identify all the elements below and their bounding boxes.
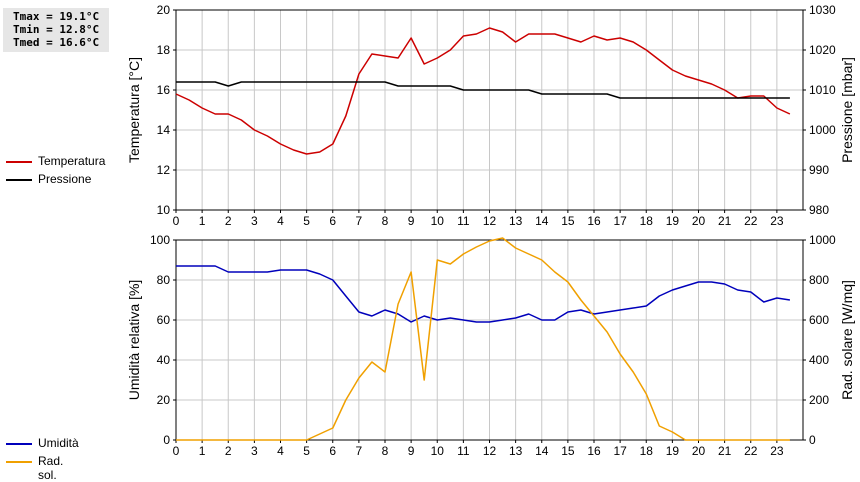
x-tick-label: 14: [535, 214, 549, 228]
series-line-pressione: [176, 81, 790, 99]
tmax-stat: Tmax = 19.1°C: [13, 10, 100, 23]
y-tick-label: 20: [157, 3, 171, 17]
legend-swatch-temperatura: [6, 161, 32, 163]
y-tick-label: 60: [157, 313, 171, 327]
x-tick-label: 10: [431, 214, 445, 228]
x-tick-label: 23: [770, 444, 784, 458]
legend-label-umidita: Umidità: [38, 436, 79, 450]
x-tick-label: 20: [692, 444, 706, 458]
y2-tick-label: 1010: [809, 83, 836, 97]
x-tick-label: 17: [613, 444, 627, 458]
x-tick-label: 14: [535, 444, 549, 458]
legend-swatch-rad-sol: [6, 461, 32, 463]
x-tick-label: 0: [173, 214, 180, 228]
y-axis-label: Temperatura [°C]: [126, 57, 142, 163]
y2-tick-label: 1000: [809, 233, 836, 247]
x-tick-label: 17: [613, 214, 627, 228]
x-tick-label: 20: [692, 214, 706, 228]
chart-panel-1: 0 1 2 3 4 5 6 7 8 9 10 11 12 13 14 15 16 17 18 19 20 21 22 2310…: [126, 3, 855, 228]
x-tick-label: 22: [744, 214, 758, 228]
y-tick-label: 40: [157, 353, 171, 367]
x-tick-label: 4: [277, 444, 284, 458]
x-tick-label: 8: [382, 444, 389, 458]
series-line-umidit-: [176, 265, 791, 323]
y-tick-label: 80: [157, 273, 171, 287]
x-tick-label: 3: [251, 444, 258, 458]
series-line-temperatura: [175, 27, 791, 155]
y2-axis-label: Pressione [mbar]: [839, 57, 855, 163]
y2-tick-label: 0: [809, 433, 816, 447]
tmed-stat: Tmed = 16.6°C: [13, 36, 100, 49]
x-tick-label: 4: [277, 214, 284, 228]
y-tick-label: 10: [157, 203, 171, 217]
charts-canvas: 0 1 2 3 4 5 6 7 8 9 10 11 12 13 14 15 16 17 18 19 20 21 22 2310…: [126, 3, 855, 458]
x-tick-label: 2: [225, 444, 232, 458]
y-tick-label: 100: [150, 233, 170, 247]
y-tick-label: 16: [157, 83, 171, 97]
x-tick-label: 21: [718, 214, 732, 228]
x-tick-label: 19: [666, 444, 680, 458]
y2-tick-label: 800: [809, 273, 829, 287]
y-tick-label: 14: [157, 123, 171, 137]
x-tick-label: 11: [457, 214, 470, 228]
x-tick-label: 9: [408, 444, 415, 458]
x-tick-label: 22: [744, 444, 758, 458]
y-tick-label: 18: [157, 43, 171, 57]
x-tick-label: 10: [431, 444, 445, 458]
x-tick-label: 3: [251, 214, 258, 228]
x-tick-label: 13: [509, 214, 523, 228]
y2-tick-label: 1030: [809, 3, 836, 17]
x-tick-label: 15: [561, 444, 575, 458]
x-tick-label: 23: [770, 214, 784, 228]
x-tick-label: 5: [303, 444, 310, 458]
legend-label-pressione: Pressione: [38, 172, 92, 186]
y2-tick-label: 200: [809, 393, 829, 407]
x-tick-label: 2: [225, 214, 232, 228]
stats-box: Tmax = 19.1°C Tmin = 12.8°C Tmed = 16.6°…: [3, 8, 109, 52]
legend-swatch-pressione: [6, 179, 32, 181]
legend-label-temperatura: Temperatura: [38, 154, 106, 168]
y-tick-label: 20: [157, 393, 171, 407]
y2-axis-label: Rad. solare [W/mq]: [839, 280, 855, 400]
chart-panel-2: 0 1 2 3 4 5 6 7 8 9 10 11 12 13 14 15 16 17 18 19 20 21 22 2302…: [126, 233, 855, 458]
legend-swatch-umidita: [6, 443, 32, 445]
y2-tick-label: 1020: [809, 43, 836, 57]
x-tick-label: 6: [329, 214, 336, 228]
x-tick-label: 1: [199, 444, 206, 458]
x-tick-label: 11: [457, 444, 470, 458]
x-tick-label: 12: [483, 444, 497, 458]
y2-tick-label: 600: [809, 313, 829, 327]
series-line-rad-sol-: [176, 237, 790, 441]
y-axis-label: Umidità relativa [%]: [126, 280, 142, 401]
x-tick-label: 18: [640, 444, 654, 458]
x-tick-label: 12: [483, 214, 497, 228]
x-tick-label: 19: [666, 214, 680, 228]
x-tick-label: 9: [408, 214, 415, 228]
x-tick-label: 6: [329, 444, 336, 458]
y-tick-label: 12: [157, 163, 171, 177]
y2-tick-label: 980: [809, 203, 829, 217]
x-tick-label: 16: [587, 444, 601, 458]
y2-tick-label: 400: [809, 353, 829, 367]
x-tick-label: 5: [303, 214, 310, 228]
tmin-stat: Tmin = 12.8°C: [13, 23, 100, 36]
y2-tick-label: 1000: [809, 123, 836, 137]
x-tick-label: 16: [587, 214, 601, 228]
y-tick-label: 0: [163, 433, 170, 447]
x-tick-label: 21: [718, 444, 732, 458]
x-tick-label: 7: [356, 444, 363, 458]
y2-tick-label: 990: [809, 163, 829, 177]
x-tick-label: 1: [199, 214, 206, 228]
x-tick-label: 13: [509, 444, 523, 458]
x-tick-label: 0: [173, 444, 180, 458]
x-tick-label: 18: [640, 214, 654, 228]
x-tick-label: 15: [561, 214, 575, 228]
x-tick-label: 8: [382, 214, 389, 228]
x-tick-label: 7: [356, 214, 363, 228]
